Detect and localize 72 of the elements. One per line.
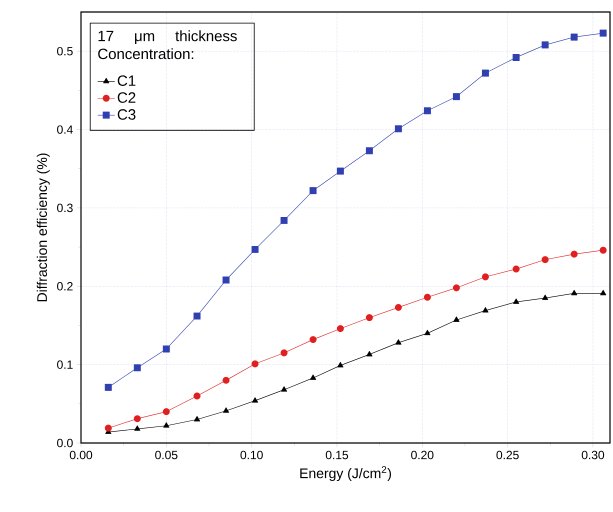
point bbox=[542, 294, 548, 300]
y-tick-label: 0.5 bbox=[57, 46, 73, 56]
point bbox=[252, 246, 259, 253]
y-axis-title: Diffraction efficiency (%) bbox=[36, 153, 50, 302]
point bbox=[134, 364, 141, 372]
point bbox=[104, 384, 112, 391]
point bbox=[134, 415, 141, 422]
point bbox=[600, 246, 607, 254]
x-axis-title: Energy (J/cm$^{2}$) bbox=[300, 466, 391, 481]
point bbox=[512, 54, 520, 61]
point bbox=[366, 314, 373, 322]
point bbox=[163, 422, 170, 428]
point bbox=[222, 376, 230, 384]
y-tick-label: 0.4 bbox=[57, 125, 73, 134]
y-tick-label: 0.3 bbox=[57, 204, 73, 212]
point bbox=[452, 93, 460, 100]
point bbox=[336, 168, 344, 175]
point bbox=[252, 397, 258, 403]
x-tick-label: 0.25 bbox=[496, 450, 519, 460]
point bbox=[570, 250, 578, 258]
point bbox=[424, 330, 430, 336]
x-tick-label: 0.30 bbox=[582, 450, 604, 460]
point bbox=[542, 256, 549, 264]
point bbox=[366, 350, 372, 356]
point bbox=[394, 304, 402, 311]
point bbox=[424, 294, 431, 301]
point bbox=[482, 70, 489, 77]
point bbox=[482, 273, 489, 280]
point bbox=[310, 336, 317, 344]
point bbox=[513, 298, 520, 304]
legend-title: 17 μm thickness Concentration: bbox=[98, 30, 237, 60]
point bbox=[366, 147, 373, 154]
point bbox=[310, 187, 317, 194]
point bbox=[222, 276, 230, 284]
point bbox=[336, 325, 344, 332]
point bbox=[280, 216, 288, 224]
point bbox=[194, 392, 201, 400]
point bbox=[194, 312, 201, 320]
point bbox=[280, 349, 288, 356]
x-tick-label: 0.00 bbox=[70, 450, 92, 460]
point bbox=[194, 416, 200, 422]
point bbox=[453, 316, 460, 322]
point bbox=[134, 425, 140, 431]
point bbox=[310, 374, 316, 380]
point bbox=[571, 290, 578, 296]
point bbox=[394, 125, 402, 132]
x-tick-label: 0.10 bbox=[240, 450, 263, 460]
point bbox=[281, 386, 288, 392]
y-tick-label: 0.1 bbox=[57, 360, 73, 369]
y-tick-label: 0.0 bbox=[57, 438, 73, 448]
point bbox=[395, 339, 402, 345]
point bbox=[222, 407, 230, 413]
point bbox=[252, 360, 259, 368]
point bbox=[104, 424, 112, 432]
x-tick-label: 0.20 bbox=[411, 450, 434, 460]
point bbox=[542, 41, 549, 48]
point bbox=[337, 362, 344, 368]
point bbox=[600, 30, 607, 37]
point bbox=[424, 107, 431, 114]
legend-label: C2 bbox=[118, 92, 136, 103]
x-tick-label: 0.05 bbox=[155, 450, 178, 460]
point bbox=[600, 290, 606, 296]
point bbox=[570, 34, 578, 41]
x-tick-label: 0.15 bbox=[326, 450, 348, 460]
legend-label: C3 bbox=[118, 109, 136, 120]
legend-label: C1 bbox=[118, 75, 136, 86]
point bbox=[512, 266, 520, 273]
point bbox=[452, 284, 460, 292]
point bbox=[482, 307, 488, 312]
point bbox=[162, 408, 170, 416]
point bbox=[162, 345, 170, 352]
y-tick-label: 0.2 bbox=[57, 282, 73, 290]
